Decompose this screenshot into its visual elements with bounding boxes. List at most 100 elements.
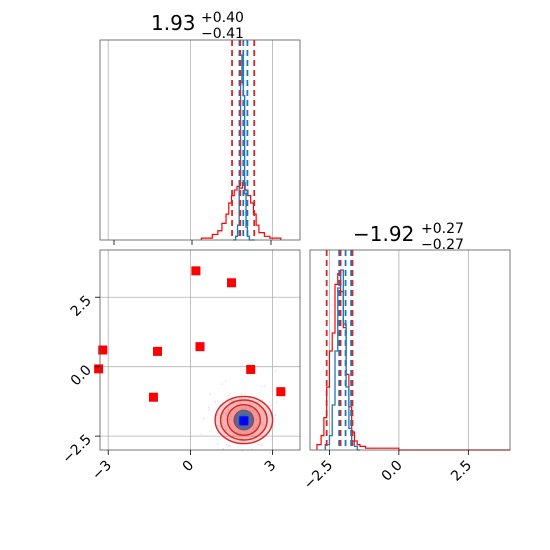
joint-red-point [148,392,158,402]
joint-red-point [94,364,104,374]
joint-sample-dot [258,444,260,446]
joint-red-point [246,364,256,374]
joint-sample-dot [221,383,223,385]
joint-red-point [191,266,201,276]
joint-sample-dot [227,397,229,400]
joint-sample-dot [238,430,240,432]
joint-sample-dot [230,399,233,402]
joint-sample-dot [222,419,224,421]
joint-sample-dot [239,431,241,434]
joint-sample-dot [260,422,263,424]
joint-sample-dot [263,385,266,387]
joint-sample-dot [261,423,264,426]
joint-sample-dot [217,424,219,427]
joint-sample-dot [217,443,219,445]
joint-x-tick-label: 3 [262,458,280,476]
joint-sample-dot [255,426,257,429]
joint-y-tick-label: 0.0 [68,362,95,389]
joint-sample-dot [248,402,251,405]
joint-sample-dot [272,426,274,429]
joint-red-point [227,278,237,288]
joint-sample-dot [243,433,246,435]
joint-sample-dot [202,417,205,420]
marginal-y-title-minus: −0.27 [421,237,464,253]
marginal-y-frame [309,249,511,451]
joint-x-tick-label: −3 [89,458,115,484]
joint-red-point [195,342,205,352]
joint-red-point [153,346,163,356]
joint-sample-dot [252,409,254,412]
marginal-x-title-plus: +0.40 [201,10,244,26]
joint-sample-dot [241,408,243,410]
joint-sample-dot [253,427,255,430]
joint-sample-dot [249,406,251,408]
joint-sample-dot [230,415,233,418]
joint-sample-dot [255,414,257,417]
joint-sample-dot [208,406,210,408]
joint-sample-dot [269,452,271,454]
joint-sample-dot [244,407,246,409]
joint-sample-dot [227,409,229,411]
joint-sample-dot [240,437,243,439]
marginal-x-background [100,40,300,240]
joint-sample-dot [255,418,257,421]
joint-sample-dot [283,398,285,400]
joint-sample-dot [224,412,227,414]
joint-sample-dot [270,404,272,406]
joint-sample-dot [225,418,227,420]
marginal-y-blue-histogram [324,269,360,451]
joint-sample-dot [232,434,235,437]
joint-sample-dot [221,422,224,425]
joint-sample-dot [276,401,278,404]
joint-sample-dot [258,405,260,408]
joint-sample-dot [240,393,243,395]
joint-sample-dot [239,397,241,399]
marginal-x-title-minus: −0.41 [201,26,244,42]
joint-sample-dot [200,433,202,435]
joint-sample-dot [224,426,227,428]
joint-sample-dot [225,429,228,431]
joint-red-point [276,387,286,397]
joint-sample-dot [215,416,218,419]
joint-sample-dot [229,419,231,421]
marginal-x-title-value: 1.93 [151,11,196,35]
joint-sample-dot [229,445,231,447]
joint-x-tick-label: 0 [180,458,198,476]
joint-y-tick-label: −2.5 [59,432,94,467]
joint-sample-dot [274,414,277,417]
joint-sample-dot [249,410,252,412]
joint-sample-dot [209,393,212,396]
joint-blue-point [239,416,249,426]
joint-sample-dot [228,445,230,447]
joint-frame [99,249,301,451]
joint-sample-dot [219,425,221,428]
joint-sample-dot [261,444,263,446]
joint-sample-dot [228,401,231,403]
joint-sample-dot [208,409,210,411]
joint-sample-dot [246,431,248,433]
joint-sample-dot [214,400,216,403]
marginal-y-tick-label: 2.5 [448,458,475,485]
marginal-y-tick-label: −2.5 [301,458,336,493]
joint-sample-dot [225,444,228,446]
marginal-y-title-value: −1.92 [353,222,414,246]
joint-sample-dot [261,385,263,388]
joint-sample-dot [261,399,264,401]
joint-panel: −3 0 3 −2.5 0.0 2.5 [59,249,301,484]
joint-red-point [98,345,108,355]
marginal-y-panel: −2.5 0.0 2.5 −1.92 +0.27 −0.27 [301,221,511,493]
joint-sample-dot [222,448,224,450]
marginal-x-frame [99,39,301,241]
joint-sample-dot [268,405,270,407]
joint-sample-dot [224,380,227,382]
marginal-x-red-histogram [200,182,282,240]
joint-sample-dot [274,370,277,372]
joint-sample-dot [271,438,274,440]
marginal-y-tick-label: 0.0 [379,458,406,485]
marginal-x-panel: 1.93 +0.40 −0.41 [99,10,301,245]
joint-sample-dot [229,392,231,395]
joint-sample-dot [267,425,269,428]
joint-sample-dot [251,411,253,414]
joint-y-tick-label: 2.5 [68,293,95,320]
